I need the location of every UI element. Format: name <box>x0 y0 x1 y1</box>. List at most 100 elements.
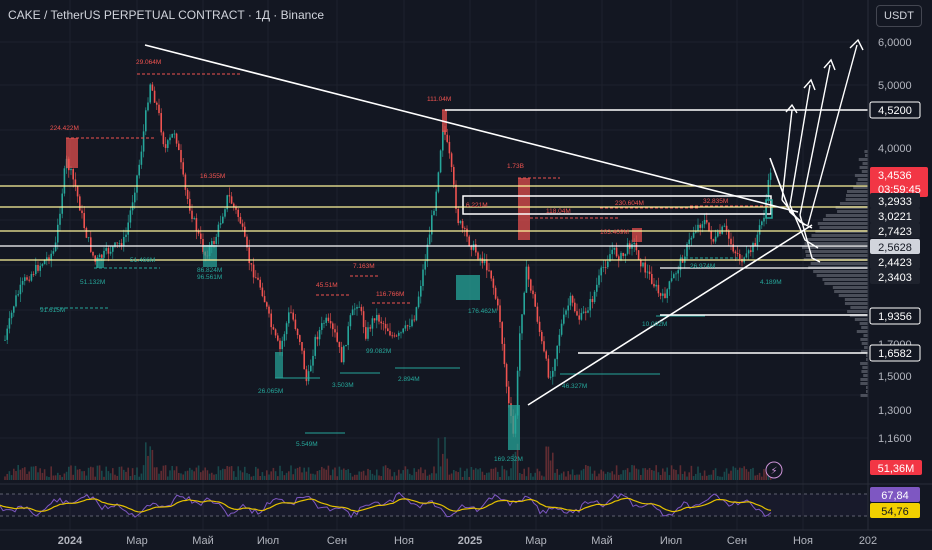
badge-price: 2,4423 <box>878 257 912 269</box>
volume-bar <box>662 468 664 480</box>
volume-annotation: 7.163M <box>353 263 375 270</box>
profile-bar <box>847 310 868 313</box>
volume-bar <box>140 473 143 480</box>
candle-body <box>244 226 246 237</box>
candle-body <box>435 191 437 211</box>
volume-bar <box>699 472 701 480</box>
candle-body <box>431 215 433 235</box>
candle-body <box>149 84 151 103</box>
volume-bar <box>272 467 275 480</box>
candle-body <box>219 223 222 225</box>
volume-bar <box>400 473 402 480</box>
volume-annotation: 45.51M <box>316 282 338 289</box>
volume-bar <box>52 475 55 480</box>
volume-bar <box>175 466 178 480</box>
volume-bar <box>318 470 321 480</box>
volume-bar <box>235 476 237 480</box>
volume-annotation: 176.462M <box>468 308 497 315</box>
candle-body <box>103 250 105 258</box>
profile-bar <box>810 262 868 265</box>
volume-bar <box>433 466 435 480</box>
candle-body <box>600 267 602 276</box>
volume-bar <box>79 469 81 480</box>
time-tick: Ноя <box>793 535 813 547</box>
time-tick: 2025 <box>458 535 482 547</box>
candle-body <box>224 209 226 217</box>
profile-bar <box>853 186 868 189</box>
price-axis[interactable]: 6,0000 5,0000 4,0000 1,7000 1,5000 1,300… <box>867 0 912 530</box>
candle-body <box>589 299 591 311</box>
candle-body <box>312 355 314 366</box>
candle-body <box>145 110 147 132</box>
volume-bar <box>362 470 365 480</box>
volume-bar <box>552 452 554 480</box>
volume-bar <box>26 473 28 480</box>
volume-bar <box>123 469 125 480</box>
volume-annotation: 230.604M <box>615 200 644 207</box>
volume-bar <box>200 472 202 480</box>
volume-bar <box>653 470 655 480</box>
volume-annotation: 6.221M <box>466 202 488 209</box>
volume-bar <box>640 474 642 480</box>
lightning-button[interactable]: ⚡ <box>765 461 783 479</box>
volume-bar <box>270 471 272 480</box>
volume-bar <box>167 476 169 480</box>
volume-bar <box>404 466 407 480</box>
volume-bar <box>19 469 22 480</box>
volume-bar <box>459 467 462 480</box>
candle-body <box>710 230 712 240</box>
candle-body <box>695 230 697 233</box>
profile-bar <box>845 198 868 201</box>
candle-body <box>237 209 239 217</box>
candle-body <box>294 319 297 330</box>
candle-body <box>560 323 563 335</box>
volume-annotation: 16.355M <box>200 173 225 180</box>
candle-body <box>142 131 145 152</box>
candle-body <box>118 243 121 244</box>
volume-bar <box>475 468 477 480</box>
candle-body <box>554 359 556 371</box>
volume-bar <box>15 471 17 480</box>
volume-bar <box>602 471 605 480</box>
volume-bar <box>57 472 59 480</box>
candle-body <box>314 336 316 356</box>
volume-bar <box>750 468 752 480</box>
candle-body <box>607 261 609 268</box>
volume-bar <box>536 468 539 480</box>
candle-body <box>688 239 690 244</box>
candle-body <box>582 311 585 313</box>
volume-bar <box>492 468 495 480</box>
volume-bar <box>642 468 644 480</box>
candle-body <box>415 307 418 321</box>
candle-body <box>235 206 237 210</box>
candle-body <box>250 263 253 265</box>
candle-body <box>94 255 96 262</box>
level-lines <box>0 109 868 354</box>
volume-bar <box>149 446 151 480</box>
profile-bar <box>854 174 868 177</box>
volume-bar <box>565 476 567 480</box>
candle-body <box>6 328 8 340</box>
volume-bar <box>593 470 596 480</box>
price-tick: 5,0000 <box>878 80 912 92</box>
candle-body <box>169 137 171 141</box>
candle-body <box>571 295 574 303</box>
currency-button[interactable]: USDT <box>876 5 922 27</box>
volume-bar <box>486 472 488 480</box>
volume-bar <box>497 471 499 480</box>
profile-bar <box>805 250 868 253</box>
candle-body <box>591 299 594 303</box>
volume-bar <box>435 473 437 480</box>
profile-bar <box>864 346 868 349</box>
volume-bar <box>444 437 446 480</box>
rsi-pane <box>0 483 932 519</box>
candle-body <box>413 319 415 321</box>
volume-bar <box>633 465 635 480</box>
candle-body <box>648 271 651 275</box>
volume-bar <box>65 471 68 480</box>
volume-bar <box>120 466 123 480</box>
time-axis[interactable]: 2024 Мар Май Июл Сен Ноя 2025 Мар Май Ию… <box>0 529 932 547</box>
volume-bar <box>470 467 473 480</box>
candle-body <box>156 102 158 105</box>
